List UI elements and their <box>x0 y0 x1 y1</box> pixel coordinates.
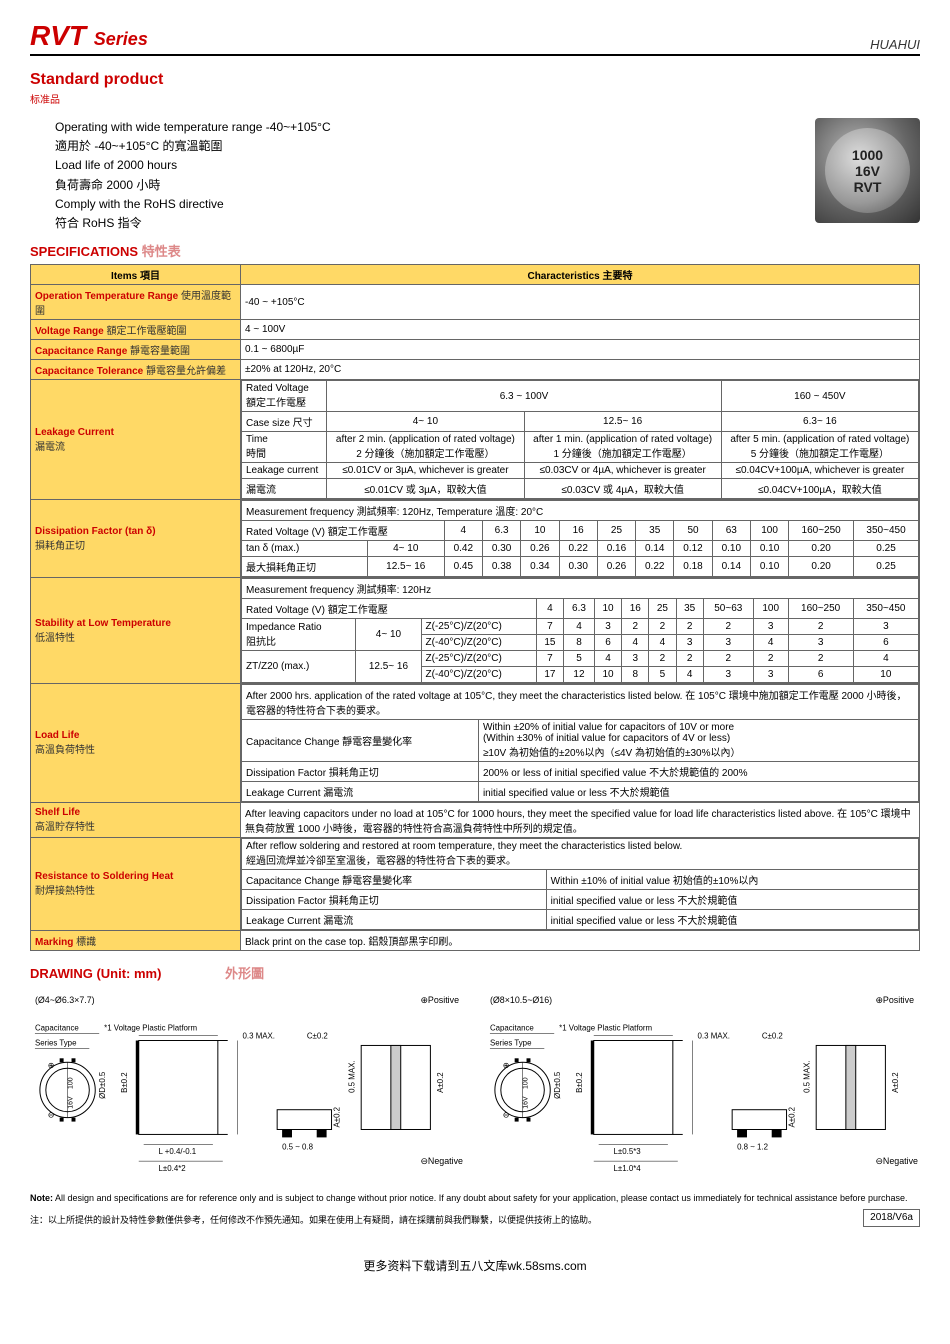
intro-l2: 適用於 -40~+105°C 的寬溫範圍 <box>55 137 331 156</box>
spec-table: Items 項目 Characteristics 主要特 Operation T… <box>30 264 920 951</box>
svg-text:*1 Voltage Plastic Platform: *1 Voltage Plastic Platform <box>104 1024 197 1033</box>
intro-l1: Operating with wide temperature range -4… <box>55 118 331 137</box>
logo-text: RVT <box>30 20 86 51</box>
th-items: Items 項目 <box>31 265 241 285</box>
svg-text:100: 100 <box>523 1077 530 1089</box>
row-mark-label: Marking 標識 <box>31 931 241 951</box>
svg-text:⊕Positive: ⊕Positive <box>876 995 915 1005</box>
intro-l6: 符合 RoHS 指令 <box>55 214 331 233</box>
svg-text:0.5 ~ 0.8: 0.5 ~ 0.8 <box>282 1142 314 1151</box>
brand: HUAHUI <box>870 37 920 52</box>
svg-text:0.5 MAX.: 0.5 MAX. <box>802 1061 811 1093</box>
svg-text:⊕Positive: ⊕Positive <box>421 995 460 1005</box>
row-shelf-label: Shelf Life高溫貯存特性 <box>31 803 241 838</box>
svg-text:(Ø4~Ø6.3×7.7): (Ø4~Ø6.3×7.7) <box>35 995 95 1005</box>
svg-text:C±0.2: C±0.2 <box>307 1032 328 1041</box>
note-b: Note: <box>30 1193 53 1203</box>
svg-text:16V: 16V <box>523 1096 530 1109</box>
drawing-1: (Ø4~Ø6.3×7.7) ⊕Positive ⊖Negative Capaci… <box>30 990 465 1180</box>
svg-text:⊖Negative: ⊖Negative <box>876 1156 919 1166</box>
capacitor-image: 1000 16V RVT <box>815 118 920 223</box>
svg-text:Series Type: Series Type <box>490 1039 532 1048</box>
svg-text:A±0.2: A±0.2 <box>891 1072 900 1093</box>
svg-text:⊖: ⊖ <box>503 1111 510 1120</box>
row-leak-label: Leakage Current漏電流 <box>31 380 241 500</box>
svg-text:A±0.2: A±0.2 <box>332 1107 341 1128</box>
row-stab-content: Measurement frequency 測試頻率: 120HzRated V… <box>241 578 920 684</box>
svg-text:ØD±0.5: ØD±0.5 <box>553 1071 562 1099</box>
note-zh: 注：以上所提供的設計及特性參數僅供參考，任何修改不作預先通知。如果在使用上有疑問… <box>30 1214 597 1227</box>
row-stab-label: Stability at Low Temperature低溫特性 <box>31 578 241 684</box>
svg-text:L±1.0*4: L±1.0*4 <box>614 1164 642 1173</box>
row-cap-label: Capacitance Range 靜電容量範圍 <box>31 340 241 360</box>
svg-text:L±0.4*2: L±0.4*2 <box>159 1164 186 1173</box>
intro-row: Operating with wide temperature range -4… <box>30 118 920 233</box>
row-volt-label: Voltage Range 額定工作電壓範圍 <box>31 320 241 340</box>
cap-l3: RVT <box>854 179 882 195</box>
cap-l2: 16V <box>855 163 880 179</box>
intro-l5: Comply with the RoHS directive <box>55 195 331 214</box>
standard-sub: 标准品 <box>30 91 920 106</box>
row-load-content: After 2000 hrs. application of the rated… <box>241 684 920 803</box>
spec-head-en: SPECIFICATIONS <box>30 244 138 259</box>
svg-text:L±0.5*3: L±0.5*3 <box>614 1147 642 1156</box>
note-block: Note: All design and specifications are … <box>30 1192 920 1227</box>
cap-l1: 1000 <box>852 147 883 163</box>
svg-text:A±0.2: A±0.2 <box>436 1072 445 1093</box>
svg-text:0.5 MAX.: 0.5 MAX. <box>347 1061 356 1093</box>
th-char: Characteristics 主要特 <box>241 265 920 285</box>
note-en: All design and specifications are for re… <box>53 1193 908 1203</box>
draw-head-en: DRAWING (Unit: mm) <box>30 966 161 981</box>
row-mark-val: Black print on the case top. 鋁殼頂部黑字印刷。 <box>241 931 920 951</box>
svg-text:100: 100 <box>68 1077 75 1089</box>
row-temp-val: -40 ~ +105°C <box>241 285 920 320</box>
svg-text:B±0.2: B±0.2 <box>575 1072 584 1093</box>
intro-l4: 負荷壽命 2000 小時 <box>55 176 331 195</box>
svg-text:⊕: ⊕ <box>503 1061 510 1070</box>
row-shelf-val: After leaving capacitors under no load a… <box>241 803 920 838</box>
drawing-2: (Ø8×10.5~Ø16) ⊕Positive ⊖Negative Capaci… <box>485 990 920 1180</box>
svg-text:ØD±0.5: ØD±0.5 <box>98 1071 107 1099</box>
row-tol-label: Capacitance Tolerance 靜電容量允許偏差 <box>31 360 241 380</box>
svg-text:16V: 16V <box>68 1096 75 1109</box>
version: 2018/V6a <box>863 1209 920 1227</box>
intro-text: Operating with wide temperature range -4… <box>30 118 331 233</box>
svg-text:⊖: ⊖ <box>48 1111 55 1120</box>
standard-title: Standard product <box>30 71 920 89</box>
row-tol-val: ±20% at 120Hz, 20°C <box>241 360 920 380</box>
svg-text:(Ø8×10.5~Ø16): (Ø8×10.5~Ø16) <box>490 995 552 1005</box>
spec-head-zh: 特性表 <box>142 244 181 259</box>
page-header: RVT Series HUAHUI <box>30 20 920 56</box>
svg-text:0.3 MAX.: 0.3 MAX. <box>243 1032 275 1041</box>
intro-l3: Load life of 2000 hours <box>55 156 331 175</box>
row-load-label: Load Life高溫負荷特性 <box>31 684 241 803</box>
row-leak-content: Rated Voltage 額定工作電壓6.3 ~ 100V160 ~ 450V… <box>241 380 920 500</box>
svg-text:Series Type: Series Type <box>35 1039 77 1048</box>
svg-text:0.3 MAX.: 0.3 MAX. <box>698 1032 730 1041</box>
svg-text:Capacitance: Capacitance <box>35 1024 79 1033</box>
row-temp-label: Operation Temperature Range 使用溫度範圍 <box>31 285 241 320</box>
svg-text:0.8 ~ 1.2: 0.8 ~ 1.2 <box>737 1142 768 1151</box>
svg-text:*1 Voltage Plastic Platform: *1 Voltage Plastic Platform <box>559 1024 652 1033</box>
svg-text:A±0.2: A±0.2 <box>787 1107 796 1128</box>
logo: RVT Series <box>30 20 148 52</box>
row-sold-content: After reflow soldering and restored at r… <box>241 838 920 931</box>
row-df-label: Dissipation Factor (tan δ)損耗角正切 <box>31 500 241 578</box>
spec-heading: SPECIFICATIONS 特性表 <box>30 241 920 260</box>
svg-text:B±0.2: B±0.2 <box>120 1072 129 1093</box>
row-cap-val: 0.1 ~ 6800µF <box>241 340 920 360</box>
bottom-link: 更多资料下载请到五八文库wk.58sms.com <box>30 1257 920 1274</box>
drawings-row: (Ø4~Ø6.3×7.7) ⊕Positive ⊖Negative Capaci… <box>30 990 920 1180</box>
svg-text:C±0.2: C±0.2 <box>762 1032 783 1041</box>
row-volt-val: 4 ~ 100V <box>241 320 920 340</box>
svg-text:L +0.4/-0.1: L +0.4/-0.1 <box>159 1147 197 1156</box>
drawing-heading: DRAWING (Unit: mm) 外形圖 <box>30 963 920 982</box>
row-df-content: Measurement frequency 測試頻率: 120Hz, Tempe… <box>241 500 920 578</box>
svg-text:⊖Negative: ⊖Negative <box>421 1156 464 1166</box>
draw-head-zh: 外形圖 <box>225 966 264 981</box>
svg-text:Capacitance: Capacitance <box>490 1024 534 1033</box>
svg-text:⊕: ⊕ <box>48 1061 55 1070</box>
logo-series: Series <box>94 29 148 49</box>
row-sold-label: Resistance to Soldering Heat耐焊接熱特性 <box>31 838 241 931</box>
